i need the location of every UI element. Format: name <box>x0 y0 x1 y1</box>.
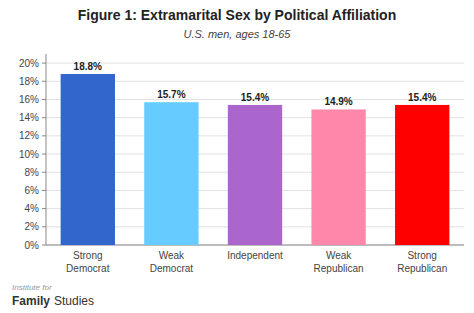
tick-label: 2% <box>25 221 40 232</box>
bar <box>228 105 282 245</box>
tick-mark <box>42 117 46 118</box>
data-label: 15.7% <box>157 89 185 100</box>
tick-mark <box>42 245 46 246</box>
tick-label: 4% <box>25 203 40 214</box>
tick-label: 0% <box>25 240 40 251</box>
tick-mark <box>42 190 46 191</box>
tick-mark <box>42 81 46 82</box>
data-label: 18.8% <box>74 61 102 72</box>
category-label-line: Strong <box>73 250 102 261</box>
chart: Figure 1: Extramarital Sex by Political … <box>0 0 474 313</box>
category-label-line: Independent <box>227 250 283 261</box>
watermark: Family Studies <box>12 294 94 308</box>
tick-mark <box>42 154 46 155</box>
annotation: Studies <box>54 294 94 308</box>
bar <box>395 105 449 245</box>
data-label: 15.4% <box>408 92 436 103</box>
tick-mark <box>42 135 46 136</box>
tick-mark <box>42 172 46 173</box>
category-label: Weak Republican <box>314 250 364 274</box>
data-label: 14.9% <box>324 96 352 107</box>
annotation: Family <box>12 294 50 308</box>
grid-line <box>46 63 464 64</box>
category-label-line: Democrat <box>150 263 194 274</box>
category-label-line: Weak <box>326 250 352 261</box>
category-label-line: Republican <box>397 263 447 274</box>
tick-mark <box>42 99 46 100</box>
tick-label: 16% <box>19 94 39 105</box>
subtitle: U.S. men, ages 18-65 <box>183 28 291 40</box>
annotation: Institute for <box>12 283 52 292</box>
category-label-line: Strong <box>407 250 436 261</box>
bar <box>61 74 115 245</box>
tick-mark <box>42 208 46 209</box>
category-label: Strong Republican <box>397 250 447 274</box>
tick-label: 18% <box>19 76 39 87</box>
category-label-line: Republican <box>314 263 364 274</box>
bar <box>144 102 198 245</box>
category-label: Independent <box>227 250 283 261</box>
tick-label: 8% <box>25 167 40 178</box>
category-label: Strong Democrat <box>66 250 110 274</box>
title: Figure 1: Extramarital Sex by Political … <box>78 7 396 23</box>
tick-label: 10% <box>19 149 39 160</box>
y-axis <box>46 54 47 245</box>
tick-label: 14% <box>19 112 39 123</box>
bars <box>61 74 450 245</box>
tick-mark <box>42 226 46 227</box>
tick-label: 20% <box>19 58 39 69</box>
bar <box>311 109 365 245</box>
tick-label: 6% <box>25 185 40 196</box>
data-label: 15.4% <box>241 92 269 103</box>
category-label-line: Weak <box>159 250 185 261</box>
tick-label: 12% <box>19 130 39 141</box>
tick-mark <box>42 63 46 64</box>
category-label: Weak Democrat <box>150 250 194 274</box>
category-label-line: Democrat <box>66 263 110 274</box>
